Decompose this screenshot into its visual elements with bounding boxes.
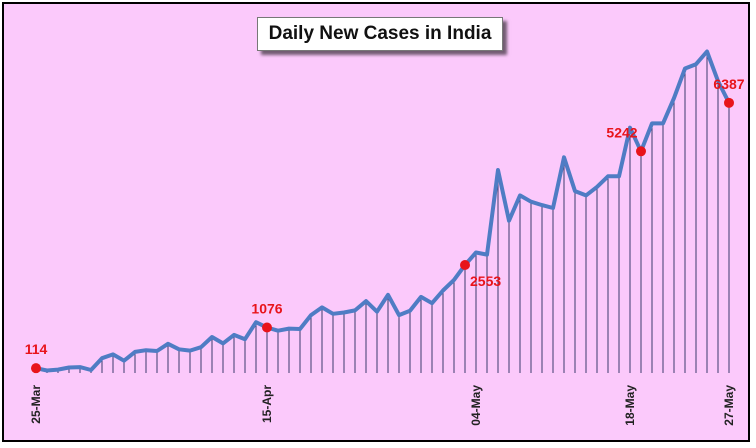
series-line-daily-new-cases	[34, 49, 731, 373]
x-tick-label: 15-Apr	[260, 385, 274, 423]
drop-lines	[35, 51, 730, 373]
x-axis: 25-Mar 15-Apr 04-May 18-May 27-May	[29, 385, 736, 426]
x-tick-label: 27-May	[722, 385, 736, 426]
data-label: 2553	[470, 273, 501, 289]
data-marker	[460, 260, 470, 271]
data-markers	[31, 97, 734, 374]
data-marker	[636, 146, 646, 157]
chart-area: Daily New Cases in India	[2, 2, 750, 442]
data-marker	[724, 97, 734, 108]
chart-title-box: Daily New Cases in India	[257, 17, 503, 51]
data-label: 114	[25, 341, 48, 357]
data-marker	[262, 322, 272, 333]
data-label: 5242	[606, 124, 637, 140]
data-labels: 114 1076 2553 5242 6387	[25, 76, 745, 357]
x-tick-label: 25-Mar	[29, 385, 43, 424]
data-label: 1076	[251, 300, 282, 316]
data-label: 6387	[713, 76, 744, 92]
chart-title: Daily New Cases in India	[268, 23, 492, 44]
x-tick-label: 18-May	[623, 385, 637, 426]
data-marker	[31, 363, 41, 374]
x-tick-label: 04-May	[469, 385, 483, 426]
